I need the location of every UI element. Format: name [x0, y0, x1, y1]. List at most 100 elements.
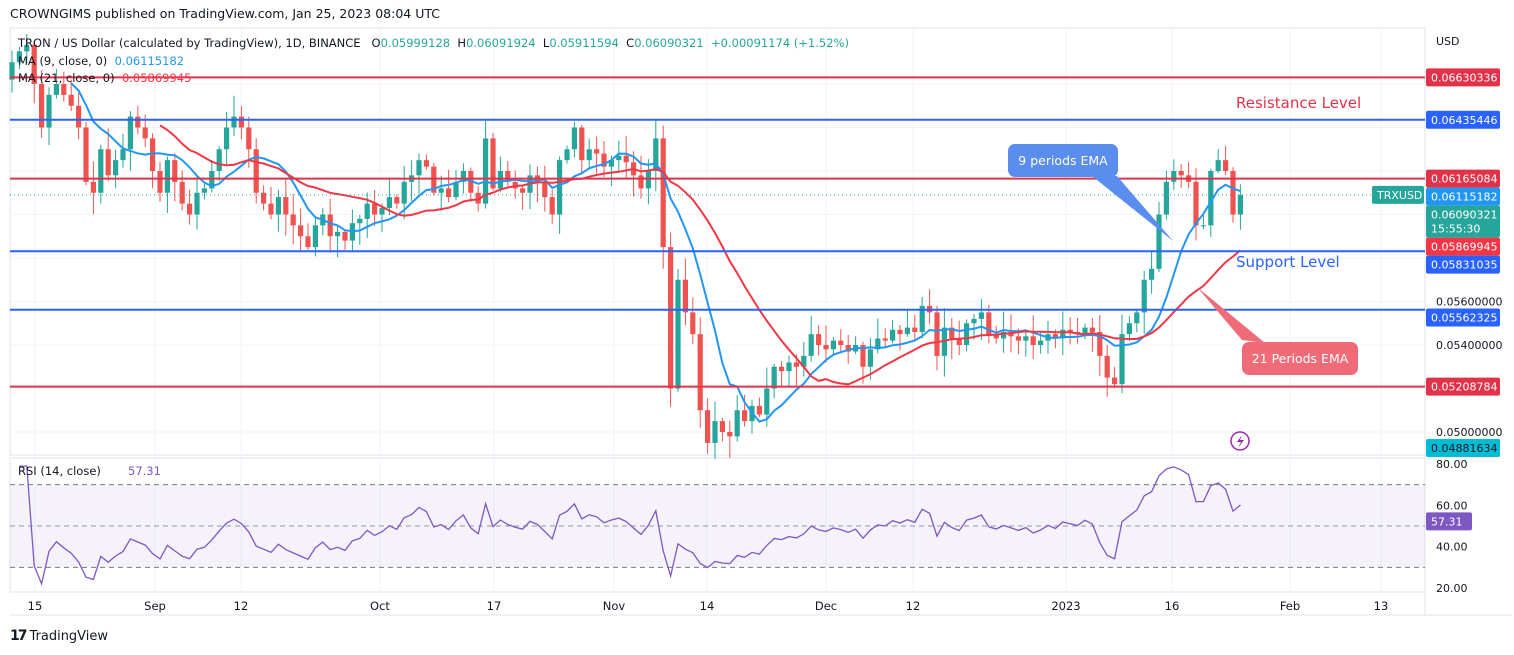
currency-label: USD — [1436, 35, 1460, 48]
candle-down — [1223, 160, 1229, 171]
symbol-tag-label: TRXUSD — [1376, 189, 1422, 202]
candle-down — [83, 127, 89, 182]
candle-down — [327, 214, 333, 237]
candle-down — [172, 160, 178, 182]
candle-up — [1141, 279, 1147, 313]
candle-down — [660, 138, 666, 248]
rsi-legend-value: 57.31 — [128, 464, 161, 478]
candle-up — [438, 188, 444, 193]
candle-down — [68, 94, 74, 106]
candle-up — [224, 127, 230, 150]
candle-down — [261, 192, 267, 204]
level-price-label: 0.05208784 — [1431, 381, 1497, 394]
candle-up — [941, 327, 947, 356]
ema21-callout-box — [1242, 342, 1358, 375]
low-value: 0.05911594 — [549, 36, 619, 50]
level-price-badge — [1426, 308, 1500, 327]
candle-down — [986, 312, 992, 335]
candle-down — [549, 197, 555, 215]
axis-price-label: 0.04881634 — [1431, 442, 1497, 455]
axis-price-badge — [1426, 439, 1500, 457]
candle-down — [446, 188, 452, 198]
candle-down — [490, 138, 496, 189]
candle-up — [608, 160, 614, 167]
ma9-legend[interactable]: MA (9, close, 0) 0.06115182 — [18, 53, 849, 71]
rsi-band — [10, 484, 1425, 568]
candle-up — [734, 410, 740, 437]
rsi-tick-label: 60.00 — [1436, 499, 1468, 512]
candle-down — [246, 127, 252, 150]
candle-down — [897, 329, 903, 335]
candle-down — [39, 84, 45, 128]
candle-down — [727, 432, 733, 437]
level-price-badge — [1426, 110, 1500, 129]
ma21-label: MA (21, close, 0) — [18, 71, 115, 85]
symbol-legend: TRON / US Dollar (calculated by TradingV… — [18, 35, 849, 53]
rsi-value-label: 57.31 — [1431, 515, 1463, 528]
axis-price-label: 0.06115182 — [1431, 191, 1497, 204]
candle-down — [956, 338, 962, 345]
level-price-label: 0.06165084 — [1431, 173, 1497, 186]
candle-down — [253, 149, 259, 193]
candle-down — [1104, 355, 1110, 378]
time-tick-label: Dec — [815, 599, 837, 613]
candle-down — [1030, 336, 1036, 345]
candle-up — [386, 197, 392, 208]
candle-up — [216, 149, 222, 171]
candle-down — [742, 410, 748, 422]
change-value: +0.00091174 (+1.52%) — [711, 36, 849, 50]
candle-down — [90, 181, 96, 193]
candle-down — [1052, 334, 1058, 339]
candle-up — [571, 127, 577, 150]
time-tick-label: Feb — [1280, 599, 1300, 613]
time-tick-label: 12 — [234, 599, 249, 613]
candle-up — [275, 197, 281, 215]
candle-down — [912, 327, 918, 332]
candle-up — [786, 362, 792, 372]
candle-down — [705, 410, 711, 443]
candle-down — [283, 197, 289, 215]
candle-down — [1112, 377, 1118, 385]
candle-up — [1060, 329, 1066, 339]
candle-up — [890, 329, 896, 341]
high-label: H — [457, 36, 467, 50]
candle-up — [764, 388, 770, 415]
candle-down — [1067, 329, 1073, 332]
candle-up — [1023, 336, 1029, 341]
ema9-callout-label: 9 periods EMA — [1018, 153, 1108, 168]
candle-down — [697, 334, 703, 411]
candle-up — [1149, 268, 1155, 280]
level-price-label: 0.06630336 — [1431, 71, 1497, 84]
candle-up — [364, 203, 370, 219]
candle-down — [238, 116, 244, 128]
footer: 17 TradingView — [10, 628, 108, 644]
candle-down — [142, 127, 148, 139]
candle-up — [497, 171, 503, 189]
candle-up — [120, 149, 126, 161]
symbol-title[interactable]: TRON / US Dollar (calculated by TradingV… — [18, 36, 361, 50]
ma9-label: MA (9, close, 0) — [18, 53, 108, 68]
open-value: 0.05999128 — [380, 36, 451, 50]
ma21-legend[interactable]: MA (21, close, 0) 0.05869945 — [18, 70, 849, 88]
candle-up — [645, 171, 651, 189]
candle-up — [164, 160, 170, 193]
last-price-label: 0.06090321 — [1431, 209, 1497, 222]
level-price-label: 0.06435446 — [1431, 114, 1497, 127]
candle-up — [867, 349, 873, 367]
open-label: O — [371, 36, 381, 50]
axis-price-badge — [1426, 187, 1500, 206]
candle-down — [61, 84, 67, 95]
candle-down — [150, 138, 156, 171]
support-annotation: Support Level — [1236, 253, 1340, 271]
time-tick-label: 16 — [1165, 599, 1180, 613]
candle-down — [934, 312, 940, 356]
candle-down — [719, 421, 725, 432]
rsi-pane — [9, 457, 1426, 593]
candle-up — [416, 160, 422, 176]
candle-up — [904, 327, 910, 335]
candle-down — [135, 116, 141, 128]
time-tick-label: 12 — [906, 599, 921, 613]
time-tick-label: Nov — [603, 599, 626, 613]
candle-up — [401, 181, 407, 204]
